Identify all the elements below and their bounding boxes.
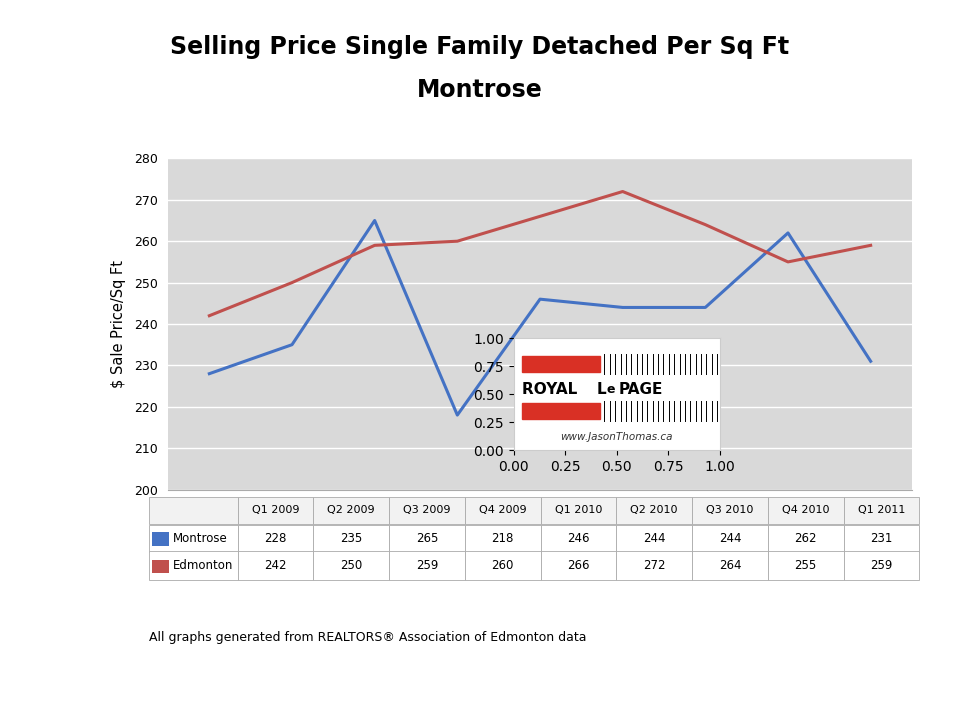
Bar xyxy=(389,552,465,580)
Bar xyxy=(238,525,313,552)
Bar xyxy=(844,552,920,580)
Text: Montrose: Montrose xyxy=(418,78,542,102)
Bar xyxy=(540,525,616,552)
Bar xyxy=(152,559,169,573)
Bar xyxy=(540,497,616,524)
Text: 265: 265 xyxy=(416,532,438,545)
Text: 262: 262 xyxy=(795,532,817,545)
Text: 244: 244 xyxy=(719,532,741,545)
Bar xyxy=(465,525,540,552)
Bar xyxy=(313,525,389,552)
Y-axis label: $ Sale Price/Sq Ft: $ Sale Price/Sq Ft xyxy=(111,260,126,388)
Bar xyxy=(844,525,920,552)
Text: 244: 244 xyxy=(643,532,665,545)
Bar xyxy=(768,525,844,552)
Bar xyxy=(768,552,844,580)
Text: Q4 2009: Q4 2009 xyxy=(479,505,526,516)
Text: PAGE: PAGE xyxy=(619,382,663,397)
Text: L: L xyxy=(596,382,606,397)
Bar xyxy=(465,497,540,524)
Text: Q3 2009: Q3 2009 xyxy=(403,505,451,516)
Text: 259: 259 xyxy=(870,559,893,572)
Bar xyxy=(616,525,692,552)
Text: Edmonton: Edmonton xyxy=(173,559,233,572)
Text: 255: 255 xyxy=(795,559,817,572)
Text: Q4 2010: Q4 2010 xyxy=(782,505,829,516)
Bar xyxy=(692,497,768,524)
Text: 272: 272 xyxy=(643,559,665,572)
Bar xyxy=(313,497,389,524)
Text: Selling Price Single Family Detached Per Sq Ft: Selling Price Single Family Detached Per… xyxy=(171,35,789,59)
Text: ROYAL: ROYAL xyxy=(522,382,583,397)
Text: 242: 242 xyxy=(264,559,287,572)
Text: www.JasonThomas.ca: www.JasonThomas.ca xyxy=(561,431,673,441)
Text: Q1 2010: Q1 2010 xyxy=(555,505,602,516)
Text: 260: 260 xyxy=(492,559,514,572)
Text: 259: 259 xyxy=(416,559,438,572)
Text: 246: 246 xyxy=(567,532,589,545)
Bar xyxy=(844,497,920,524)
Bar xyxy=(149,497,238,524)
Bar xyxy=(313,552,389,580)
Text: Q2 2009: Q2 2009 xyxy=(327,505,375,516)
Bar xyxy=(389,497,465,524)
Text: Q1 2009: Q1 2009 xyxy=(252,505,300,516)
Text: Montrose: Montrose xyxy=(173,532,228,545)
Bar xyxy=(540,552,616,580)
Bar xyxy=(149,552,238,580)
Bar xyxy=(149,525,238,552)
Bar xyxy=(768,497,844,524)
Text: Q1 2011: Q1 2011 xyxy=(857,505,905,516)
Bar xyxy=(522,403,600,419)
Text: 264: 264 xyxy=(719,559,741,572)
Bar xyxy=(152,532,169,546)
Bar xyxy=(692,552,768,580)
Text: 250: 250 xyxy=(340,559,362,572)
Bar xyxy=(238,497,313,524)
Text: 231: 231 xyxy=(870,532,893,545)
Text: 235: 235 xyxy=(340,532,362,545)
Text: All graphs generated from REALTORS® Association of Edmonton data: All graphs generated from REALTORS® Asso… xyxy=(149,631,587,644)
Bar xyxy=(522,356,600,372)
Text: 218: 218 xyxy=(492,532,514,545)
Bar xyxy=(616,497,692,524)
Bar xyxy=(389,525,465,552)
Text: 266: 266 xyxy=(567,559,589,572)
Bar xyxy=(616,552,692,580)
Bar xyxy=(465,552,540,580)
Text: Q2 2010: Q2 2010 xyxy=(631,505,678,516)
Bar xyxy=(692,525,768,552)
Text: 228: 228 xyxy=(264,532,287,545)
Text: e: e xyxy=(607,383,615,396)
Text: Q3 2010: Q3 2010 xyxy=(707,505,754,516)
Bar xyxy=(238,552,313,580)
